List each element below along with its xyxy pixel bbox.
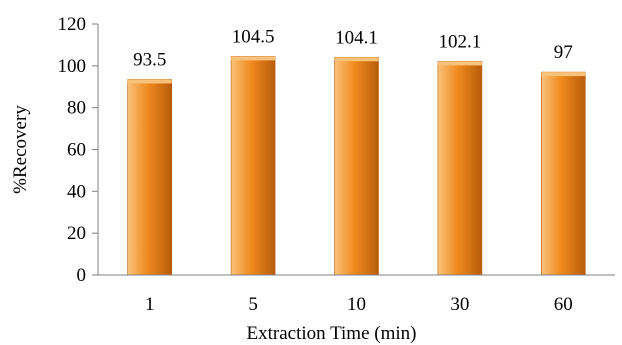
x-category-label: 5 bbox=[248, 294, 258, 315]
value-label: 104.5 bbox=[232, 26, 275, 47]
y-tick-label: 40 bbox=[67, 181, 86, 202]
bar-1 bbox=[127, 79, 172, 276]
x-category-label: 1 bbox=[145, 294, 155, 315]
x-axis-title: Extraction Time (min) bbox=[247, 323, 417, 344]
bar-5 bbox=[230, 56, 276, 276]
value-label: 93.5 bbox=[133, 49, 166, 70]
y-axis-title: %Recovery bbox=[10, 105, 31, 194]
bar-10 bbox=[334, 56, 379, 276]
bar-top-cap bbox=[541, 72, 586, 77]
bar-top-cap bbox=[231, 56, 276, 61]
value-label: 104.1 bbox=[335, 27, 378, 48]
bar-top-cap bbox=[334, 57, 379, 62]
bar-60 bbox=[540, 71, 586, 276]
bar-top-cap bbox=[127, 79, 172, 84]
bar-30 bbox=[437, 61, 483, 276]
bar-top-cap bbox=[437, 61, 482, 66]
y-axis-ticks: 0 20 40 60 80 100 120 bbox=[58, 14, 98, 286]
y-tick-label: 60 bbox=[67, 140, 86, 161]
x-category-label: 60 bbox=[554, 294, 573, 315]
x-category-label: 30 bbox=[450, 294, 469, 315]
value-label: 97 bbox=[554, 42, 573, 63]
value-labels: 93.5 104.5 104.1 102.1 97 bbox=[133, 26, 573, 70]
y-tick-label: 120 bbox=[58, 14, 87, 35]
value-label: 102.1 bbox=[439, 31, 482, 52]
y-tick-label: 80 bbox=[67, 98, 86, 119]
y-tick-label: 100 bbox=[58, 56, 87, 77]
bars bbox=[127, 56, 586, 276]
y-tick-label: 20 bbox=[67, 223, 86, 244]
x-axis-categories: 1 5 10 30 60 bbox=[145, 294, 573, 315]
x-category-label: 10 bbox=[347, 294, 366, 315]
y-tick-label: 0 bbox=[77, 265, 87, 286]
